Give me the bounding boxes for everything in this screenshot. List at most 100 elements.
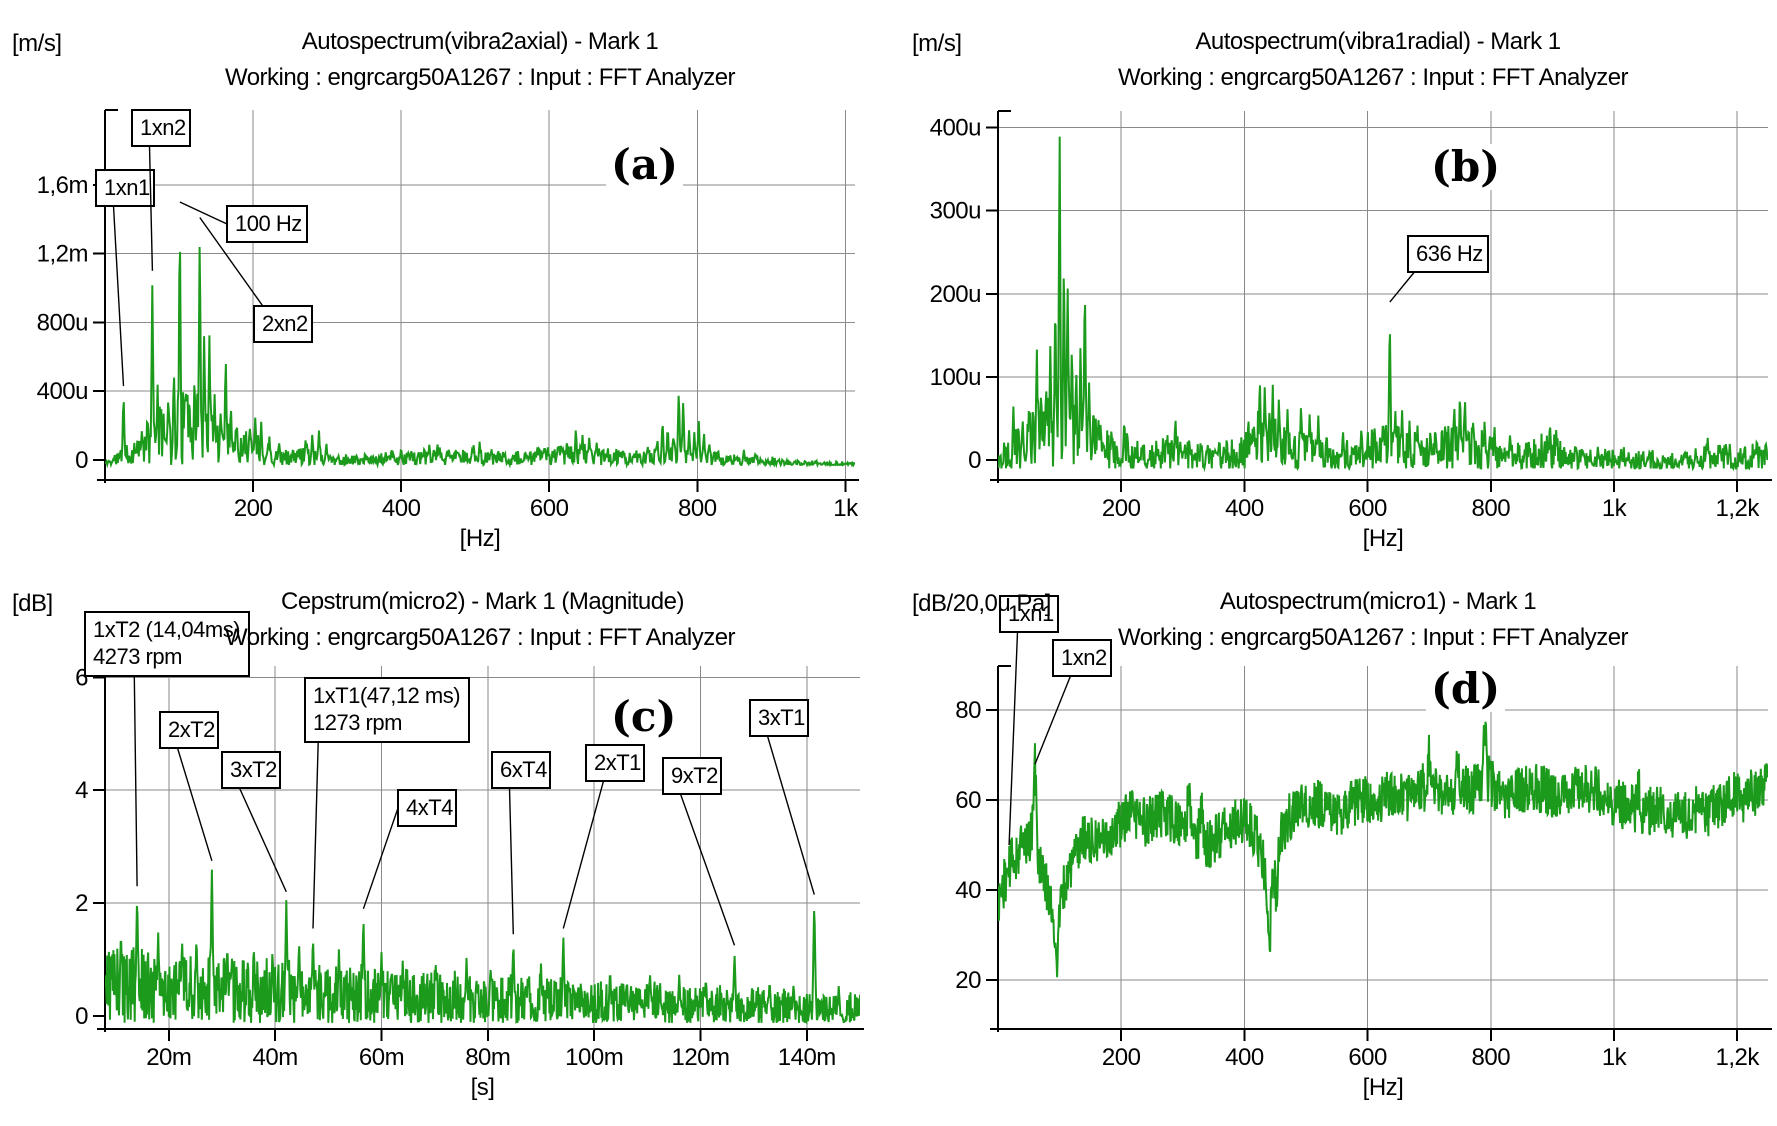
y-tick-label: 40 xyxy=(955,877,981,904)
callout-label: 1xT1(47,12 ms) xyxy=(313,683,460,708)
callout-line xyxy=(179,201,228,225)
spectrum-trace-c xyxy=(105,869,860,1026)
x-tick-label: 1,2k xyxy=(1716,495,1761,522)
panel-d-letter: (d) xyxy=(1426,665,1506,713)
callout-box xyxy=(999,595,1059,633)
x-tick-label: 200 xyxy=(1102,495,1141,522)
panel-b-subtitle: Working : engrcarg50A1267 : Input : FFT … xyxy=(1117,64,1629,91)
x-tick-label: 800 xyxy=(678,495,717,522)
x-tick-label: 400 xyxy=(1225,495,1264,522)
y-tick-label: 1,2m xyxy=(37,241,88,268)
panel-b-letter: (b) xyxy=(1426,143,1506,191)
panel-c-letter: (c) xyxy=(606,693,682,741)
x-tick-label: 140m xyxy=(778,1044,836,1071)
x-tick-label: 400 xyxy=(1225,1044,1264,1071)
callout-label: 3xT1 xyxy=(758,705,805,730)
x-tick-label: 600 xyxy=(530,495,569,522)
callout-box xyxy=(491,751,551,789)
callout-line xyxy=(133,675,138,887)
y-tick-label: 400u xyxy=(930,115,981,142)
callout-label: 2xT2 xyxy=(168,717,215,742)
callout-line xyxy=(176,747,213,862)
x-tick-label: 80m xyxy=(465,1044,510,1071)
y-tick-label: 0 xyxy=(75,447,88,474)
x-axis-label: [Hz] xyxy=(460,525,501,552)
panel-b-title: Autospectrum(vibra1radial) - Mark 1 xyxy=(1195,28,1561,55)
callout-line xyxy=(199,217,264,307)
spectrum-trace-b xyxy=(998,136,1768,473)
x-tick-label: 600 xyxy=(1348,1044,1387,1071)
panel-c-unit-label: [dB] xyxy=(12,590,53,617)
callout-line xyxy=(1034,675,1072,765)
y-tick-label: 2 xyxy=(75,890,88,917)
callout-line xyxy=(508,787,514,935)
x-tick-label: 60m xyxy=(359,1044,404,1071)
callout-label: 9xT2 xyxy=(671,763,718,788)
x-tick-label: 1k xyxy=(1602,1044,1628,1071)
callout-line xyxy=(1008,631,1019,846)
y-tick-label: 400u xyxy=(37,378,88,405)
callout-box xyxy=(662,757,722,795)
x-axis-label: [Hz] xyxy=(1363,1074,1404,1101)
callout-label: 1273 rpm xyxy=(313,710,402,735)
callout-label: 3xT2 xyxy=(230,757,277,782)
x-tick-label: 40m xyxy=(253,1044,298,1071)
callout-label: 1xT2 (14,04ms) xyxy=(93,617,240,642)
callout-label: 4273 rpm xyxy=(93,644,182,669)
y-tick-label: 200u xyxy=(930,281,981,308)
callout-line xyxy=(312,741,319,929)
spectrum-trace-a xyxy=(105,246,855,469)
panel-d-subtitle: Working : engrcarg50A1267 : Input : FFT … xyxy=(1117,624,1629,651)
callout-label: 1xn2 xyxy=(140,115,186,140)
y-tick-label: 1,6m xyxy=(37,172,88,199)
x-tick-label: 1k xyxy=(1602,495,1628,522)
panel-a-unit-label: [m/s] xyxy=(12,30,62,57)
callout-line xyxy=(238,787,287,893)
y-tick-label: 4 xyxy=(75,777,88,804)
callout-box xyxy=(1407,235,1489,273)
y-tick-label: 60 xyxy=(955,787,981,814)
panel-c-subtitle: Working : engrcarg50A1267 : Input : FFT … xyxy=(224,624,736,651)
x-tick-label: 200 xyxy=(1102,1044,1141,1071)
callout-box xyxy=(253,305,313,343)
callout-box xyxy=(84,611,250,677)
y-tick-label: 0 xyxy=(968,447,981,474)
x-tick-label: 600 xyxy=(1348,495,1387,522)
x-tick-label: 400 xyxy=(382,495,421,522)
callout-line xyxy=(1389,271,1415,303)
callout-label: 100 Hz xyxy=(235,211,302,236)
x-tick-label: 1k xyxy=(833,495,859,522)
callout-box xyxy=(585,744,645,782)
callout-label: 636 Hz xyxy=(1416,241,1483,266)
callout-label: 2xn2 xyxy=(262,311,308,336)
callout-box xyxy=(131,109,191,147)
x-tick-label: 120m xyxy=(671,1044,729,1071)
callout-label: 2xT1 xyxy=(594,750,641,775)
callout-label: 4xT4 xyxy=(406,795,453,820)
x-tick-label: 800 xyxy=(1472,495,1511,522)
callout-line xyxy=(766,735,815,895)
callout-box xyxy=(397,789,457,827)
panel-a-letter: (a) xyxy=(606,141,683,189)
x-axis-label: [s] xyxy=(471,1074,495,1101)
callout-line xyxy=(679,793,736,946)
panel-c-title: Cepstrum(micro2) - Mark 1 (Magnitude) xyxy=(281,588,684,615)
callout-label: 1xn1 xyxy=(104,175,150,200)
x-tick-label: 200 xyxy=(234,495,273,522)
x-tick-label: 100m xyxy=(565,1044,623,1071)
y-tick-label: 0 xyxy=(75,1003,88,1030)
callout-line xyxy=(562,780,605,929)
callout-box xyxy=(226,205,308,243)
x-tick-label: 20m xyxy=(146,1044,191,1071)
callout-line xyxy=(362,807,399,910)
panel-b-unit-label: [m/s] xyxy=(912,30,962,57)
callout-box xyxy=(304,677,470,743)
y-tick-label: 100u xyxy=(930,364,981,391)
x-tick-label: 1,2k xyxy=(1716,1044,1761,1071)
callout-box xyxy=(159,711,219,749)
callout-box xyxy=(95,169,155,207)
spectrum-trace-d xyxy=(998,721,1768,978)
y-tick-label: 80 xyxy=(955,697,981,724)
